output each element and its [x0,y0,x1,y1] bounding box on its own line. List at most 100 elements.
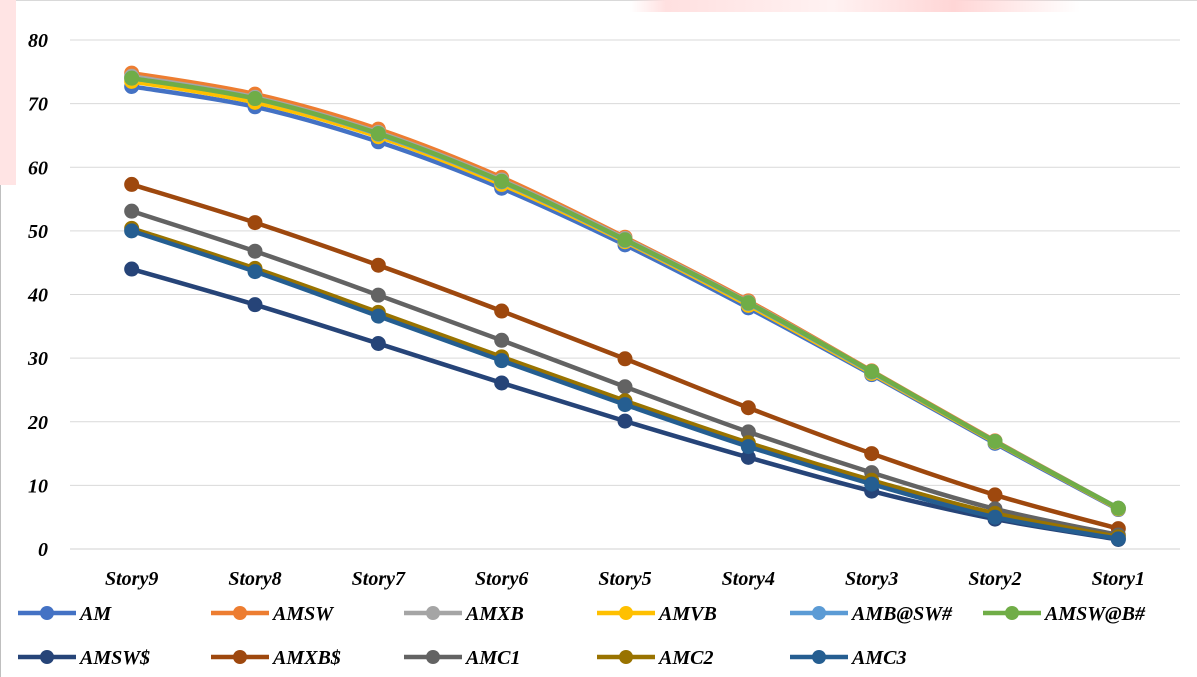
legend-swatch-marker [426,650,440,664]
data-point [1110,531,1126,547]
x-tick-label: Story9 [105,568,158,590]
legend-label: AMVB [657,603,717,625]
data-point [124,70,140,86]
legend-swatch-marker [619,606,633,620]
legend-item-amc2: AMC2 [597,647,713,669]
legend-swatch-marker [812,606,826,620]
legend-item-amc3: AMC3 [790,647,906,669]
data-point [740,400,756,416]
series-lines [124,65,1126,547]
data-point [247,264,263,280]
legend-item-amsw: AMSW$ [18,647,150,669]
series-line [131,79,1120,511]
x-axis-ticks: Story9 Story8 Story7 Story6 Story5 Story4 Stor… [105,568,1145,590]
legend-item-amxb: AMXB [404,603,524,625]
data-point [617,351,633,367]
data-point [494,303,510,319]
legend-label: AMXB [464,603,524,625]
x-tick-label: Story1 [1092,568,1145,590]
data-point [494,332,510,348]
data-point [987,509,1003,525]
data-point [617,413,633,429]
legend-label: AM [78,603,112,625]
legend-item-amsw-b: AMSW@B# [983,603,1146,625]
gridlines [70,39,1180,550]
x-tick-label: Story2 [968,568,1021,590]
data-point [617,397,633,413]
y-tick-label: 70 [28,94,48,116]
data-point [740,439,756,455]
series-line [131,84,1120,512]
legend-item-amc1: AMC1 [404,647,520,669]
y-tick-label: 10 [28,475,48,497]
data-point [617,232,633,248]
data-point [124,223,140,239]
data-point [370,308,386,324]
legend-swatch-marker [426,606,440,620]
series-amc1 [124,203,1126,543]
legend-label: AMC3 [850,647,906,669]
legend-item-amb-sw: AMB@SW# [790,603,953,625]
legend-swatch-marker [40,650,54,664]
series-amxb [124,68,1126,516]
series-amsw-b [124,70,1126,516]
series-amb-sw [124,70,1126,516]
data-point [1110,500,1126,516]
data-point [247,243,263,259]
legend-swatch-marker [812,650,826,664]
y-tick-label: 0 [38,539,48,561]
x-tick-label: Story3 [845,568,898,590]
y-tick-label: 30 [27,348,48,370]
legend-item-am: AM [18,603,112,625]
y-tick-label: 80 [28,30,48,52]
legend-label: AMSW$ [78,647,150,669]
watermark-band [0,0,16,185]
data-point [987,487,1003,503]
data-point [247,297,263,313]
legend: AM AMSW AMXB AMVB AMB@SW# AMSW@B# AMSW$ AMXB$ AM… [18,603,1146,669]
data-point [864,446,880,462]
data-point [124,176,140,192]
series-line [131,75,1120,511]
data-point [494,353,510,369]
data-point [987,433,1003,449]
legend-label: AMC1 [464,647,520,669]
x-tick-label: Story7 [352,568,406,590]
series-line [131,70,1120,511]
series-line [131,75,1120,511]
x-tick-label: Story4 [722,568,775,590]
series-amsw [124,65,1126,516]
y-tick-label: 20 [27,412,48,434]
data-point [494,375,510,391]
legend-label: AMSW@B# [1043,603,1146,625]
data-point [864,476,880,492]
legend-label: AMC2 [657,647,713,669]
data-point [370,287,386,303]
y-tick-label: 60 [28,157,48,179]
x-tick-label: Story8 [228,568,281,590]
series-amxb [124,176,1126,537]
data-point [370,126,386,142]
legend-label: AMB@SW# [850,603,953,625]
legend-item-amvb: AMVB [597,603,717,625]
watermark-top [630,0,1080,12]
data-point [247,91,263,107]
x-tick-label: Story5 [598,568,651,590]
legend-item-amxb: AMXB$ [211,647,341,669]
legend-swatch-marker [233,606,247,620]
legend-swatch-marker [40,606,54,620]
y-axis-ticks: 0 10 20 30 40 50 60 70 80 [27,30,48,561]
series-am [124,78,1126,518]
legend-swatch-marker [619,650,633,664]
series-amc3 [124,223,1126,547]
data-point [370,257,386,273]
y-tick-label: 50 [28,221,48,243]
data-point [617,379,633,395]
series-amvb [124,73,1126,517]
data-point [370,335,386,351]
x-tick-label: Story6 [475,568,528,590]
data-point [124,203,140,219]
legend-swatch-marker [233,650,247,664]
